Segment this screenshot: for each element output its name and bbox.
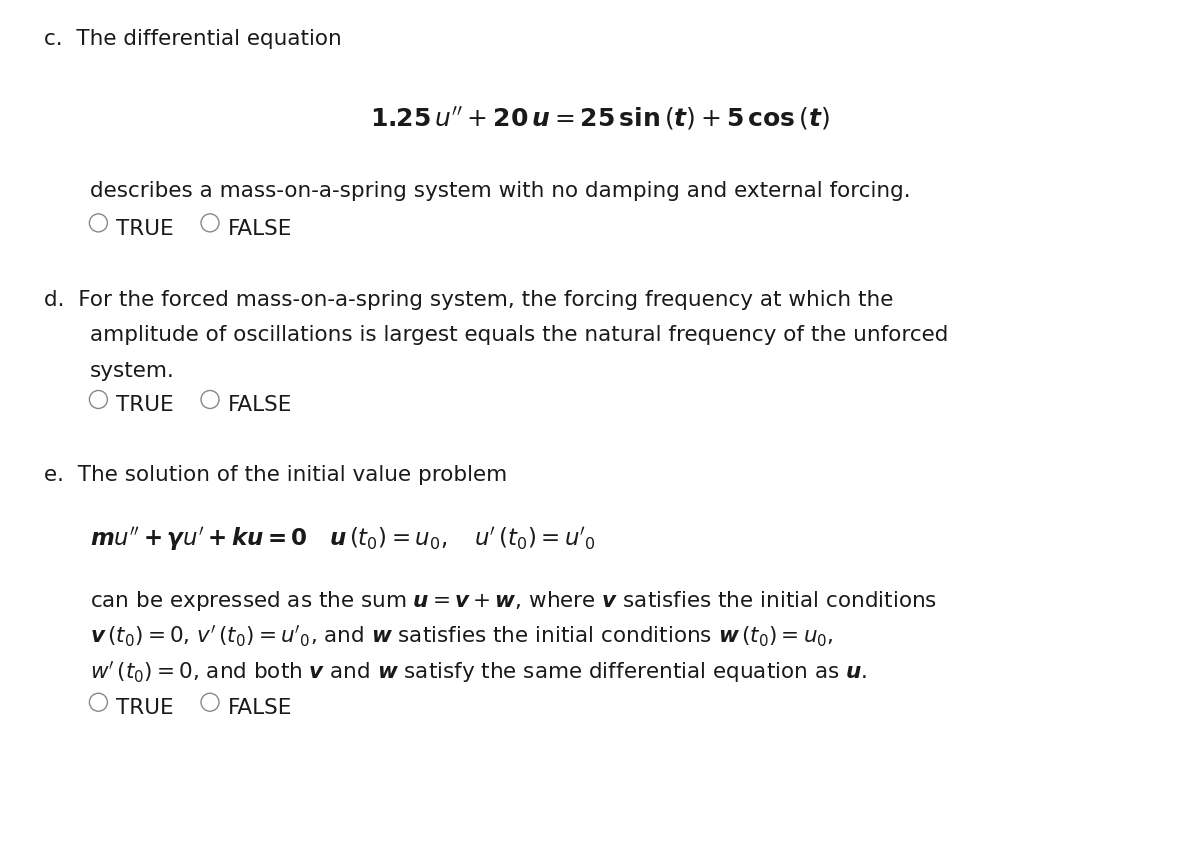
Text: $\boldsymbol{w'}\,(\boldsymbol{t_0}) = 0$, and both $\boldsymbol{v}$ and $\bolds: $\boldsymbol{w'}\,(\boldsymbol{t_0}) = 0…	[90, 659, 868, 685]
Text: TRUE: TRUE	[116, 395, 174, 415]
Text: TRUE: TRUE	[116, 219, 174, 239]
Text: system.: system.	[90, 361, 175, 381]
Text: FALSE: FALSE	[228, 395, 293, 415]
Text: amplitude of oscillations is largest equals the natural frequency of the unforce: amplitude of oscillations is largest equ…	[90, 325, 948, 346]
Text: can be expressed as the sum $\boldsymbol{u} = \boldsymbol{v} + \boldsymbol{w}$, : can be expressed as the sum $\boldsymbol…	[90, 589, 937, 613]
Text: TRUE: TRUE	[116, 698, 174, 718]
Text: $\boldsymbol{mu'' + \gamma u' + ku = 0} \quad \boldsymbol{u}\,(\boldsymbol{t_0}): $\boldsymbol{mu'' + \gamma u' + ku = 0} …	[90, 526, 596, 553]
Text: d.  For the forced mass-on-a-spring system, the forcing frequency at which the: d. For the forced mass-on-a-spring syste…	[44, 290, 894, 310]
Text: describes a mass-on-a-spring system with no damping and external forcing.: describes a mass-on-a-spring system with…	[90, 181, 911, 201]
Text: FALSE: FALSE	[228, 219, 293, 239]
Text: FALSE: FALSE	[228, 698, 293, 718]
Text: $\mathbf{1.25}\, \boldsymbol{u''} + \mathbf{20}\, \boldsymbol{u} = \mathbf{25}\,: $\mathbf{1.25}\, \boldsymbol{u''} + \mat…	[370, 105, 830, 132]
Text: e.  The solution of the initial value problem: e. The solution of the initial value pro…	[44, 465, 508, 485]
Text: c.  The differential equation: c. The differential equation	[44, 29, 342, 50]
Text: $\boldsymbol{v}\,(\boldsymbol{t_0}) = 0$, $\boldsymbol{v'}\,(\boldsymbol{t_0}) =: $\boldsymbol{v}\,(\boldsymbol{t_0}) = 0$…	[90, 624, 834, 649]
